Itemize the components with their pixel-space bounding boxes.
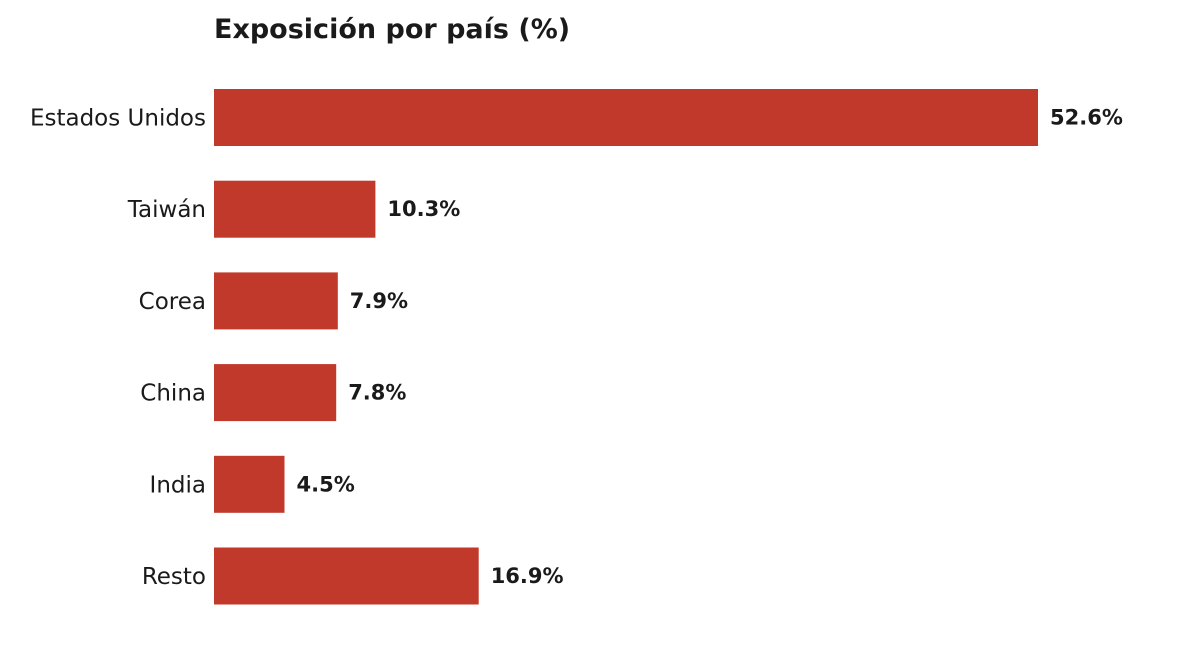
- bar: [214, 455, 285, 513]
- value-label: 10.3%: [387, 197, 460, 221]
- category-label: India: [150, 472, 206, 498]
- category-label: Corea: [139, 289, 206, 315]
- value-label: 7.9%: [350, 289, 408, 313]
- bars-layer: Estados Unidos 52.6% Taiwán 10.3% Corea 7.9% C…: [30, 89, 1123, 605]
- bar: [214, 547, 479, 605]
- bar: [214, 89, 1038, 146]
- category-label: Estados Unidos: [30, 106, 206, 132]
- category-label: Resto: [142, 564, 206, 590]
- bar: [214, 364, 337, 422]
- bar: [214, 180, 376, 238]
- category-label: Taiwán: [127, 197, 206, 223]
- value-label: 52.6%: [1050, 106, 1123, 130]
- value-label: 7.8%: [348, 381, 406, 405]
- chart-title: Exposición por país (%): [214, 14, 570, 45]
- value-label: 16.9%: [491, 564, 564, 588]
- value-label: 4.5%: [297, 472, 355, 496]
- bar: [214, 272, 338, 330]
- category-label: China: [140, 381, 206, 407]
